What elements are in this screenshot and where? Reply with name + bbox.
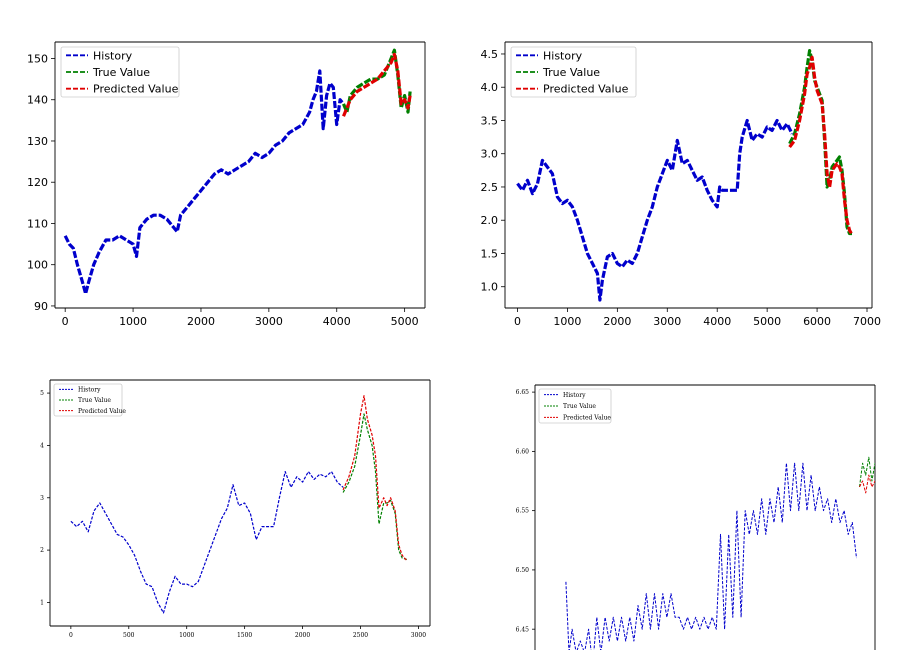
legend-label-history: History	[93, 49, 133, 62]
series-line-predicted-value	[342, 395, 408, 561]
legend-label-true-value: True Value	[92, 66, 150, 79]
y-tick-label: 1	[40, 600, 44, 607]
x-tick-label: 2500	[353, 632, 368, 639]
x-tick-label: 1000	[119, 315, 147, 328]
series-line-predicted-value	[342, 52, 412, 117]
x-tick-label: 3000	[411, 632, 426, 639]
x-tick-label: 0	[62, 315, 69, 328]
series-line-history	[70, 470, 344, 614]
y-tick-label: 3.0	[481, 148, 499, 161]
x-tick-label: 6000	[803, 315, 831, 328]
legend-label-true-value: True Value	[78, 397, 111, 404]
legend-label-true-value: True Value	[542, 66, 600, 79]
chart-panel-4: 6.45 6.50 6.55 6.60 6.65 History True Value Pre…	[460, 370, 890, 650]
x-tick-label: 500	[123, 632, 135, 639]
axes-frame	[504, 41, 873, 309]
x-tick-label: 0	[514, 315, 521, 328]
y-tick-label: 6.50	[516, 567, 530, 574]
chart-svg-1: 0 1000 2000 3000 4000 5000 90 100 110 120 130 140 15…	[27, 41, 426, 328]
chart-panel-3: 0 500 1000 1500 2000 2500 3000 1 2 3 4 5 History True…	[20, 370, 440, 645]
y-tick-label: 150	[27, 52, 48, 65]
legend: History True Value Predicted Value	[538, 388, 612, 424]
y-tick-label: 90	[34, 300, 48, 313]
y-tick-label: 1.0	[481, 281, 499, 294]
y-tick-label: 6.60	[516, 448, 530, 455]
legend: History True Value Predicted Value	[510, 46, 637, 98]
x-tick-label: 4000	[703, 315, 731, 328]
series-group	[516, 49, 854, 302]
series-line-true-value	[342, 48, 412, 114]
legend-label-predicted-value: Predicted Value	[543, 83, 629, 96]
x-tick-label: 1000	[553, 315, 581, 328]
legend-label-predicted-value: Predicted Value	[78, 408, 126, 415]
y-tick-label: 110	[27, 217, 48, 230]
y-tick-label: 5	[40, 390, 44, 397]
series-line-predicted-value	[859, 474, 875, 494]
x-tick-label: 1500	[237, 632, 252, 639]
legend-box	[538, 388, 612, 424]
series-line-history	[516, 118, 794, 302]
legend-box	[60, 46, 180, 98]
chart-svg-2: 0 1000 2000 3000 4000 5000 6000 7000 1.0 1.5 2.0 2.…	[481, 41, 881, 328]
series-group	[70, 395, 408, 614]
y-tick-label: 4.5	[481, 48, 499, 61]
axes-frame	[534, 384, 876, 650]
y-tick-label: 1.5	[481, 247, 499, 260]
y-tick-label: 140	[27, 94, 48, 107]
series-line-true-value	[859, 456, 875, 487]
axes-frame	[49, 379, 431, 627]
y-tick-label: 3	[40, 495, 44, 502]
chart-panel-2: 0 1000 2000 3000 4000 5000 6000 7000 1.0 1.5 2.0 2.…	[460, 25, 890, 335]
legend-label-history: History	[543, 49, 583, 62]
series-line-true-value	[342, 413, 407, 561]
series-line-predicted-value	[788, 55, 854, 236]
legend-label-predicted-value: Predicted Value	[563, 414, 611, 421]
x-tick-label: 0	[69, 632, 73, 639]
axes-frame	[54, 41, 426, 309]
chart-svg-3: 0 500 1000 1500 2000 2500 3000 1 2 3 4 5 History True…	[40, 379, 431, 639]
y-tick-label: 2	[40, 547, 44, 554]
x-tick-label: 7000	[853, 315, 881, 328]
series-line-history	[63, 69, 345, 296]
series-group	[565, 456, 875, 650]
y-tick-label: 4	[40, 443, 44, 450]
legend-box	[510, 46, 637, 98]
series-group	[63, 48, 412, 296]
chart-panel-1: 0 1000 2000 3000 4000 5000 90 100 110 120 130 140 15…	[20, 25, 440, 335]
legend-label-predicted-value: Predicted Value	[93, 83, 179, 96]
legend-label-history: History	[563, 392, 586, 399]
x-tick-label: 5000	[753, 315, 781, 328]
y-tick-label: 120	[27, 176, 48, 189]
x-tick-label: 1000	[179, 632, 194, 639]
series-line-true-value	[788, 49, 852, 236]
legend: History True Value Predicted Value	[60, 46, 180, 98]
y-tick-label: 4.0	[481, 81, 499, 94]
y-tick-label: 6.45	[516, 626, 530, 633]
x-tick-label: 5000	[391, 315, 419, 328]
x-tick-label: 3000	[255, 315, 283, 328]
y-tick-label: 2.0	[481, 214, 499, 227]
legend-label-history: History	[78, 386, 101, 393]
x-tick-label: 2000	[603, 315, 631, 328]
y-tick-label: 100	[27, 259, 48, 272]
y-tick-label: 6.55	[516, 508, 530, 515]
y-tick-label: 130	[27, 135, 48, 148]
x-tick-label: 3000	[653, 315, 681, 328]
legend-label-true-value: True Value	[563, 403, 596, 410]
x-tick-label: 2000	[295, 632, 310, 639]
series-line-history	[565, 462, 857, 650]
x-tick-label: 2000	[187, 315, 215, 328]
y-tick-label: 2.5	[481, 181, 499, 194]
x-tick-label: 4000	[323, 315, 351, 328]
legend: History True Value Predicted Value	[53, 383, 126, 417]
y-tick-label: 3.5	[481, 114, 499, 127]
y-tick-label: 6.65	[516, 389, 530, 396]
legend-box	[53, 383, 123, 417]
chart-svg-4: 6.45 6.50 6.55 6.60 6.65 History True Value Pre…	[516, 384, 876, 650]
